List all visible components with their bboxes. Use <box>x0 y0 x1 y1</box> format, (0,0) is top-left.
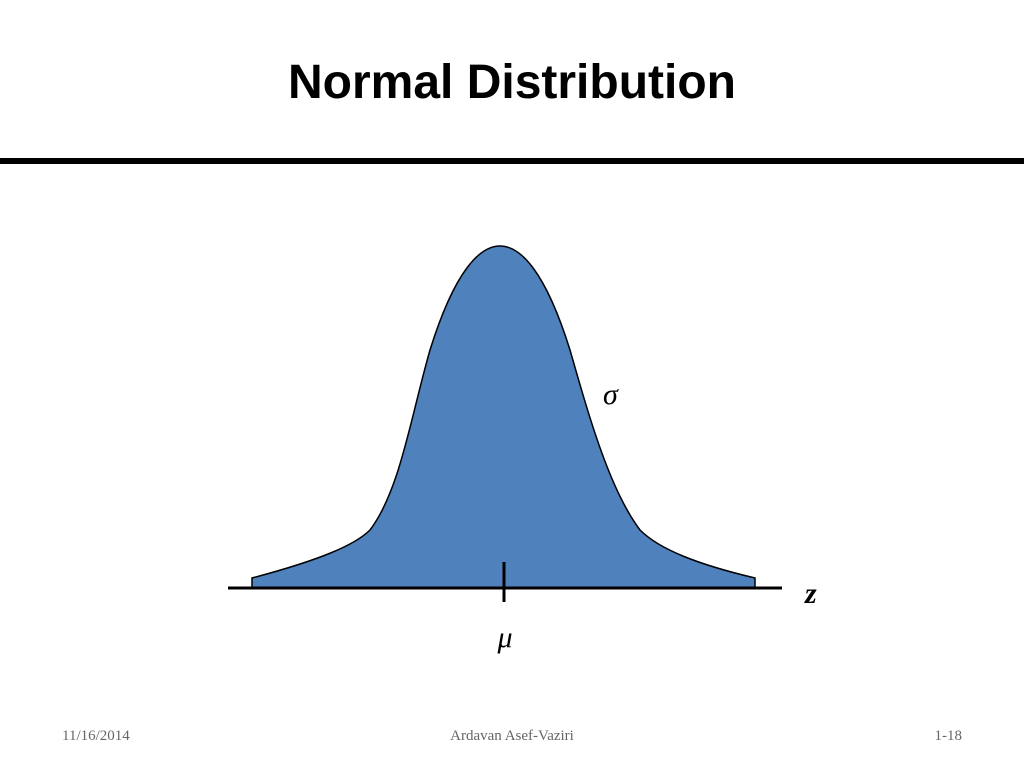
slide-title: Normal Distribution <box>288 56 736 109</box>
sigma-label: σ <box>603 378 619 411</box>
footer-date: 11/16/2014 <box>62 728 130 744</box>
title-rule <box>0 158 1024 164</box>
bell-curve <box>251 245 756 589</box>
axis-label: z <box>804 577 817 610</box>
footer-author: Ardavan Asef-Vaziri <box>450 728 574 744</box>
mean-label: μ <box>496 621 512 654</box>
footer-page: 1-18 <box>935 728 963 744</box>
